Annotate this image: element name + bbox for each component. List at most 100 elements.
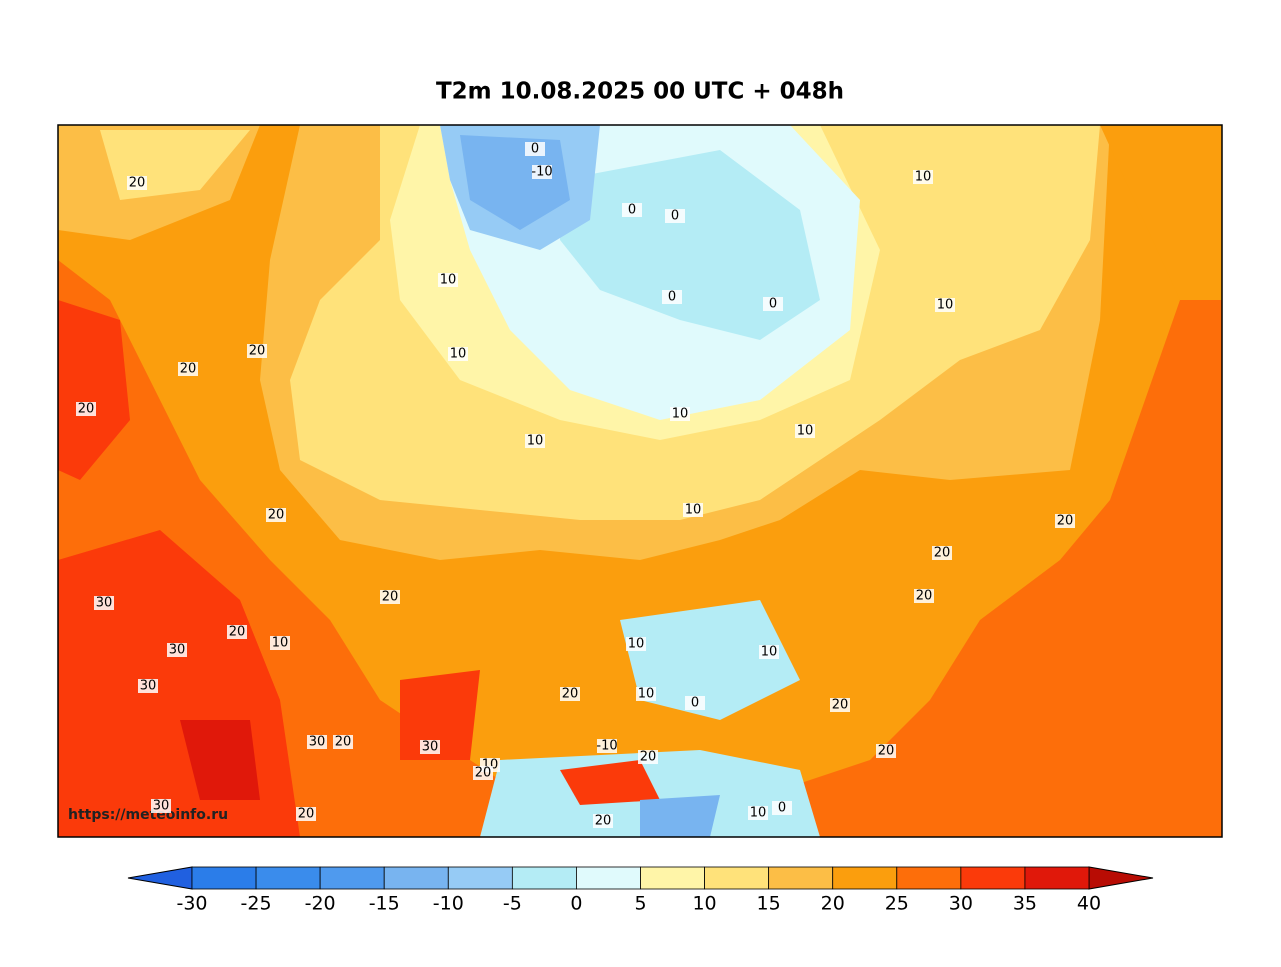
contour-value: 10 [440,273,457,288]
contour-label: 0 [685,696,705,711]
colorbar-tick-label: 20 [821,893,845,915]
contour-value: 30 [153,799,170,814]
colorbar-segment [640,866,705,890]
contour-value: 20 [878,744,895,759]
contour-value: 20 [180,362,197,377]
contour-value: 20 [832,698,849,713]
contour-value: 10 [915,170,932,185]
label-bg [795,424,815,438]
label-bg [772,801,792,815]
contour-label: 10 [448,347,468,362]
colorbar-tick-label: 35 [1013,893,1037,915]
label-bg [270,636,290,650]
label-bg [227,625,247,639]
contour-label: 20 [638,750,658,765]
contour-value: 20 [934,546,951,561]
contour-value: 0 [769,297,777,312]
contour-label: 20 [380,590,400,605]
label-bg [307,735,327,749]
colorbar-segment [383,866,449,890]
under-arrow [127,866,193,890]
contour-value: 0 [668,290,676,305]
label-bg [683,503,703,517]
contour-label: 10 [525,434,545,449]
label-bg [151,799,171,813]
label-bg [662,290,682,304]
label-bg [914,589,934,603]
contour-label: 30 [94,596,114,611]
label-bg [665,209,685,223]
label-bg [266,508,286,522]
colorbar-segment [768,866,834,890]
label-bg [638,750,658,764]
contour-label: 10 [795,424,815,439]
colorbar-tick-label: 0 [570,893,582,915]
contour-value: 30 [422,740,439,755]
label-bg [876,744,896,758]
contour-value: 10 [797,424,814,439]
contour-label: 0 [665,209,685,224]
contour-label: 20 [227,625,247,640]
contour-value: 10 [628,637,645,652]
label-bg [296,807,316,821]
label-bg [94,596,114,610]
contour-label: 0 [622,203,642,218]
contour-label: 10 [438,273,458,288]
contour-label: 0 [525,142,545,157]
contour-value: 20 [249,344,266,359]
contour-value: 10 [638,687,655,702]
colorbar-tick-label: 25 [885,893,909,915]
map-frame [57,124,1223,838]
contour-value: 0 [628,203,636,218]
contour-value: 20 [475,766,492,781]
label-bg [178,362,198,376]
label-bg [438,273,458,287]
contour-label: 20 [473,766,493,781]
contour-labels: 20 10 -10 0 0 0 0 0 10 10 20 20 20 10 10 10 10 10 20 20 20 20… [76,142,1075,829]
label-bg [597,739,617,753]
contour-value: 20 [595,814,612,829]
label-bg [247,344,267,358]
over-arrow [1088,866,1154,890]
contour-label: 20 [593,814,613,829]
contour-value: 10 [937,298,954,313]
colorbar-segment [832,866,898,890]
label-bg [1055,514,1075,528]
label-bg [932,546,952,560]
contour-value: 0 [691,696,699,711]
colorbar-segment [191,866,257,890]
contour-label: 30 [151,799,171,814]
colorbar-tick-label: 5 [634,893,646,915]
colorbar-tick-label: 15 [757,893,781,915]
contour-value: 30 [169,643,186,658]
label-bg [473,766,493,780]
contour-label: 20 [333,735,353,750]
contour-label: 0 [772,801,792,816]
contour-label: 20 [876,744,896,759]
contour-value: 20 [382,590,399,605]
label-bg [685,696,705,710]
contour-value: 20 [229,625,246,640]
contour-label: 30 [167,643,187,658]
contour-label: 10 [270,636,290,651]
contour-label: 20 [1055,514,1075,529]
colorbar-segment [576,866,641,890]
label-bg [167,643,187,657]
colorbar-segment [447,866,513,890]
contour-label: 20 [830,698,850,713]
contour-label: 10 [759,645,779,660]
label-bg [380,590,400,604]
colorbar-tick-label: -30 [176,893,207,915]
contour-label: 20 [914,589,934,604]
colorbar-segment [896,866,962,890]
label-bg [670,407,690,421]
contour-value: 10 [761,645,778,660]
contour-label: 30 [420,740,440,755]
contour-value: 0 [778,801,786,816]
contour-value: 30 [309,735,326,750]
contour-label: 20 [76,402,96,417]
contour-label: 10 [913,170,933,185]
contour-value: 10 [450,347,467,362]
label-bg [593,814,613,828]
colorbar-tick-label: -20 [305,893,336,915]
